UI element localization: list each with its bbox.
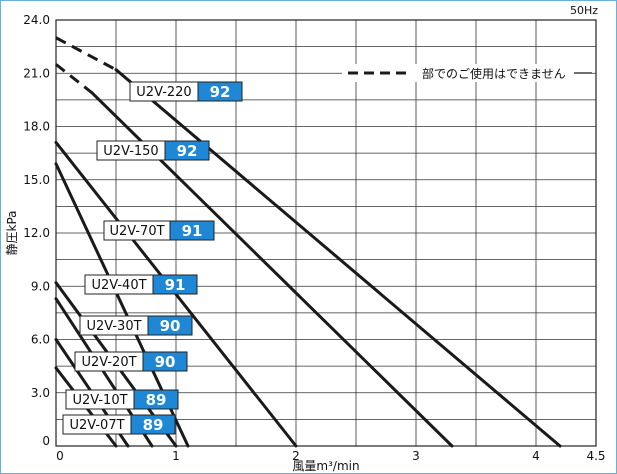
series-badge [142,351,188,372]
x-tick-label: 3 [412,449,420,463]
y-tick-label: 6.0 [31,333,50,347]
series-name: U2V-70T [109,224,164,239]
x-axis-label: 風量m³/min [292,459,359,473]
series-label: U2V-220 92 [129,81,243,102]
series-label: U2V-40T 91 [84,274,198,295]
series-badge-value: 91 [165,276,186,294]
series-badge-value: 89 [146,391,167,409]
x-tick-label: 0 [56,449,64,463]
series-label: U2V-150 92 [96,140,210,161]
series-name: U2V-40T [91,278,146,293]
y-tick-label: 12.0 [23,226,50,240]
x-tick-label: 4.5 [586,449,605,463]
series-badge-value: 90 [155,353,176,371]
legend-background [342,64,592,82]
series-line-dashed [55,63,93,94]
series-name: U2V-220 [136,85,191,100]
series-badge [164,140,210,161]
series-name: U2V-30T [86,319,141,334]
series-badge [197,81,243,102]
series-badge-value: 89 [143,416,164,434]
series-label: U2V-10T 89 [65,389,179,410]
series-line [114,68,562,448]
series-badge [130,414,176,435]
series-label: U2V-30T 90 [79,315,193,336]
series-badge-value: 91 [182,222,203,240]
series-name: U2V-10T [72,393,127,408]
series-badge [133,389,179,410]
series-line-dashed [55,36,117,72]
series-name: U2V-150 [103,144,158,159]
series-badge-value: 92 [210,83,231,101]
series-label: U2V-70T 91 [103,220,215,241]
series-badge [147,315,193,336]
series-name: U2V-20T [81,355,136,370]
y-axis-label: 静圧kPa [5,210,19,255]
legend-dash-text: 部でのご使用はできません [422,66,566,81]
y-tick-label: 3.0 [31,386,50,400]
series-badge [152,274,198,295]
y-tick-label: 15.0 [23,173,50,187]
x-tick-label: 4 [532,449,540,463]
x-tick-label: 1 [172,449,180,463]
y-tick-label: 9.0 [31,279,50,293]
series-badge [169,220,215,241]
x-tick-label: 2 [292,449,300,463]
y-tick-label: 0 [42,434,50,448]
series-name: U2V-07T [69,418,124,433]
series-label: U2V-20T 90 [74,351,188,372]
series-badge-value: 92 [177,142,198,160]
series-badge-value: 90 [160,317,181,335]
series-label: U2V-07T 89 [62,414,176,435]
frequency-label: 50Hz [570,4,598,17]
plot-border [55,19,597,447]
y-tick-label: 21.0 [23,66,50,80]
y-tick-label: 18.0 [23,120,50,134]
y-tick-label: 24.0 [23,13,50,27]
